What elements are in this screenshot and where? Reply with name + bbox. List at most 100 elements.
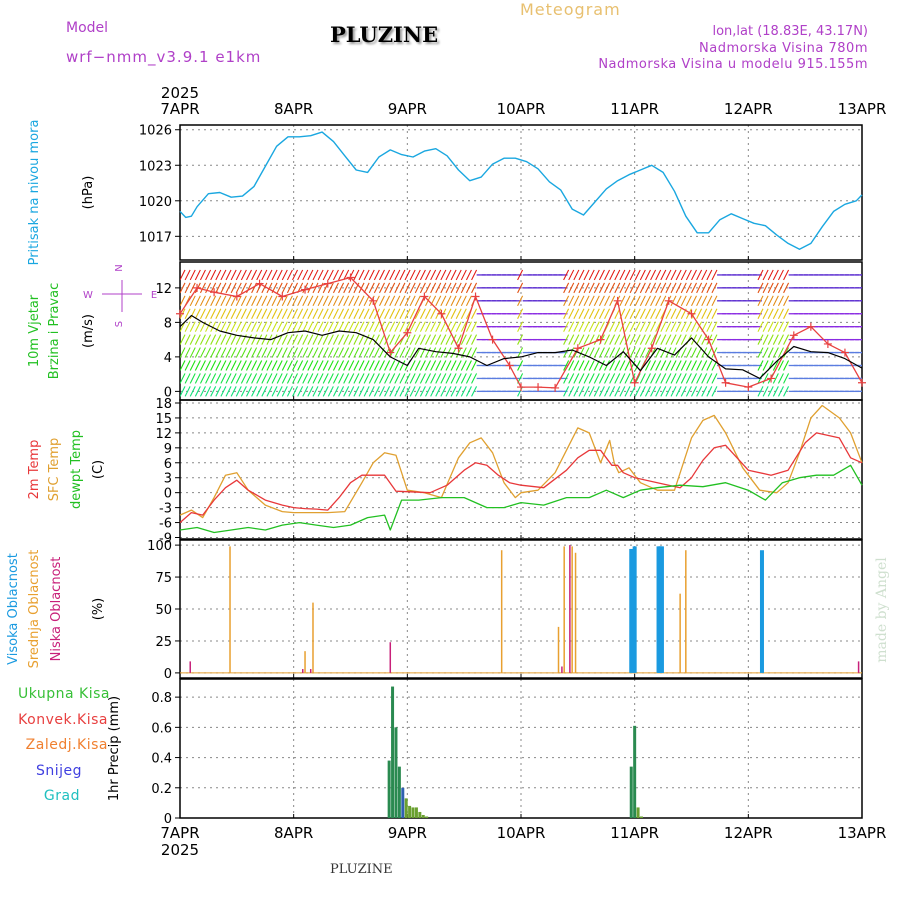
wind-barb bbox=[762, 282, 769, 294]
wind-barb bbox=[348, 334, 355, 345]
wind-barb bbox=[378, 360, 385, 371]
wind-barb bbox=[711, 269, 718, 281]
wind-barb bbox=[327, 334, 334, 345]
wind-gust-marker bbox=[767, 374, 776, 383]
wind-barb bbox=[251, 360, 258, 371]
wind-barb bbox=[650, 308, 657, 319]
wind-barb bbox=[609, 347, 616, 358]
wind-barb bbox=[691, 373, 697, 384]
wind-barb bbox=[225, 334, 232, 345]
wind-barb bbox=[430, 308, 437, 319]
wind-barb bbox=[312, 295, 319, 307]
wind-barb bbox=[696, 282, 703, 294]
wind-barb bbox=[297, 360, 304, 371]
wind-barb bbox=[286, 360, 293, 371]
wind-barb bbox=[225, 282, 232, 294]
wind-barb bbox=[419, 360, 426, 371]
wind-barb bbox=[711, 386, 718, 397]
wind-barb bbox=[573, 282, 580, 294]
wind-barb bbox=[215, 295, 222, 307]
wind-barb bbox=[624, 347, 631, 358]
wind-barb bbox=[777, 308, 784, 319]
model-elevation-text: Nadmorska Visina u modelu 915.155m bbox=[598, 57, 868, 72]
wind-barb bbox=[399, 269, 406, 281]
top-date-label: 8APR bbox=[274, 100, 313, 118]
wind-barb bbox=[220, 321, 227, 332]
wind-barb bbox=[445, 295, 452, 307]
wind-barb bbox=[225, 269, 232, 281]
wind-barb bbox=[251, 308, 258, 319]
wind-gust-marker bbox=[210, 288, 219, 297]
wind-barb bbox=[517, 282, 524, 294]
wind-barb bbox=[634, 269, 641, 281]
wind-barb bbox=[205, 295, 212, 307]
wind-barb bbox=[675, 321, 682, 332]
wind-barb bbox=[414, 386, 421, 397]
top-date-label: 10APR bbox=[497, 100, 546, 118]
bottom-date-label: 8APR bbox=[274, 824, 313, 842]
wind-barb bbox=[302, 360, 309, 371]
wind-barb bbox=[609, 334, 616, 345]
wind-barb bbox=[292, 360, 299, 371]
wind-barb bbox=[378, 386, 385, 397]
wind-barb bbox=[286, 347, 293, 358]
wind-barb bbox=[184, 321, 191, 332]
wind-barb bbox=[199, 269, 206, 281]
wind-barb bbox=[240, 282, 247, 294]
precip-legend-item: Grad bbox=[44, 788, 80, 804]
wind-gust-marker bbox=[232, 292, 241, 301]
wind-barb bbox=[246, 360, 252, 371]
wind-barb bbox=[573, 295, 580, 307]
wind-barb bbox=[465, 386, 472, 397]
wind-barb bbox=[210, 334, 217, 345]
wind-barb bbox=[215, 386, 222, 397]
wind-barb bbox=[419, 321, 426, 332]
pressure-ytick-label: 1017 bbox=[139, 230, 172, 245]
wind-barb bbox=[210, 347, 217, 358]
wind-barb bbox=[199, 347, 206, 358]
wind-barb bbox=[598, 282, 605, 294]
wind-barb bbox=[619, 360, 626, 371]
wind-barb bbox=[455, 386, 462, 397]
wind-barb bbox=[655, 282, 662, 294]
wind-barb bbox=[665, 269, 672, 281]
wind-gust-marker bbox=[551, 383, 560, 392]
wind-barb bbox=[225, 373, 232, 384]
wind-barb bbox=[588, 282, 595, 294]
wind-barb bbox=[655, 373, 662, 384]
wind-gust-marker bbox=[823, 339, 832, 348]
wind-barb bbox=[199, 373, 206, 384]
wind-barb bbox=[578, 347, 585, 358]
wind-barb bbox=[343, 334, 350, 345]
wind-barb bbox=[450, 360, 457, 371]
wind-barb bbox=[435, 295, 442, 307]
wind-barb bbox=[675, 282, 682, 294]
wind-barb bbox=[655, 360, 662, 371]
watermark-text: made by Angel bbox=[874, 557, 890, 663]
wind-barb bbox=[409, 269, 416, 281]
wind-barb bbox=[706, 295, 713, 307]
wind-barb bbox=[685, 269, 692, 281]
wind-barb bbox=[588, 269, 595, 281]
wind-barb bbox=[598, 386, 605, 397]
wind-barb bbox=[670, 321, 677, 332]
wind-barb bbox=[194, 321, 201, 332]
wind-barb bbox=[609, 360, 616, 371]
wind-barb bbox=[384, 295, 391, 307]
wind-barb bbox=[353, 321, 360, 332]
wind-barb bbox=[189, 386, 196, 397]
location-title: PLUZINE bbox=[330, 22, 439, 47]
wind-barb bbox=[210, 360, 217, 371]
wind-barb bbox=[368, 269, 375, 281]
wind-barb bbox=[199, 295, 206, 307]
wind-barb bbox=[184, 308, 191, 319]
wind-barb bbox=[634, 386, 641, 397]
wind-barb bbox=[230, 386, 237, 397]
wind-barb bbox=[235, 269, 242, 281]
wind-barb bbox=[297, 334, 304, 345]
wind-barb bbox=[440, 360, 447, 371]
wind-barb bbox=[338, 334, 345, 345]
wind-barb bbox=[240, 321, 247, 332]
wind-gust-marker bbox=[346, 273, 355, 282]
wind-barb bbox=[706, 360, 713, 371]
